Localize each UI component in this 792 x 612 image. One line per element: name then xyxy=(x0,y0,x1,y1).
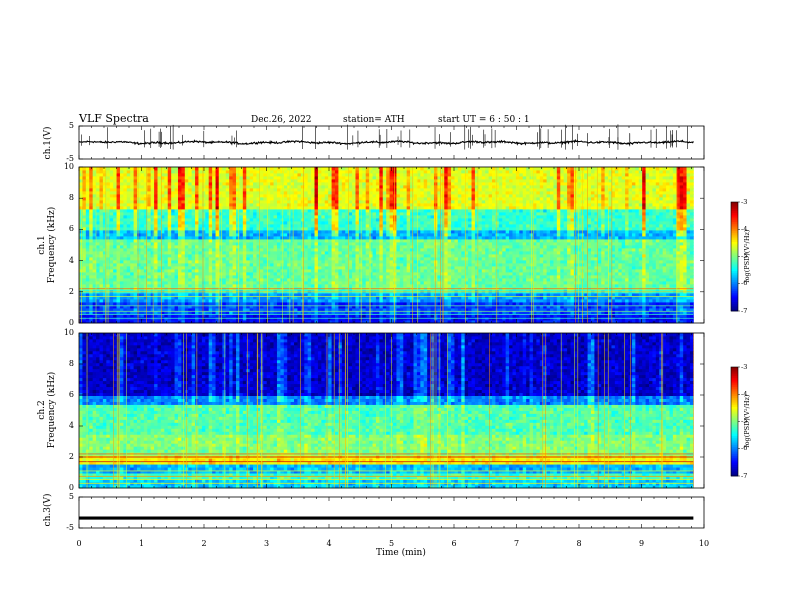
chart-title: VLF Spectra xyxy=(79,112,149,125)
x-tick-label: 8 xyxy=(576,539,582,548)
x-tick-label: 1 xyxy=(138,539,145,548)
ch1-spectrogram-panel xyxy=(78,166,705,324)
ch1-waveform-panel xyxy=(78,124,705,160)
x-tick-label: 6 xyxy=(451,539,457,548)
ch1-waveform-line xyxy=(78,138,694,146)
ch1-frequency-axis-label: Frequency (kHz) xyxy=(47,206,57,284)
ch3-y-tick-label: 5 xyxy=(68,492,74,501)
ch1-spectrogram-y-tick-label: 8 xyxy=(68,193,74,203)
x-tick-label: 9 xyxy=(638,539,645,548)
ch3-waveform-frame xyxy=(78,496,705,529)
ch3-waveform-panel xyxy=(78,496,705,529)
colorbar-ch1-tick-label: -5 xyxy=(741,252,748,260)
ch1-spectrogram-y-tick-label: 4 xyxy=(68,255,74,265)
ch1-spectrogram-y-tick-label: 10 xyxy=(63,162,74,171)
ch2-spectrogram-channel-label: ch.2 xyxy=(37,400,47,420)
ch2-spectrogram-panel xyxy=(78,332,705,489)
x-tick-label: 7 xyxy=(513,539,520,548)
ch1-y-tick-label: -5 xyxy=(66,154,74,163)
ch3-y-tick-label: -5 xyxy=(66,523,74,532)
ch1-spectrogram-y-tick-label: 6 xyxy=(68,224,74,234)
colorbar-ch2 xyxy=(730,366,740,477)
ch2-frequency-axis-label: Frequency (kHz) xyxy=(47,371,57,449)
ch1-y-tick-label: 5 xyxy=(68,121,74,130)
x-tick-label: 3 xyxy=(263,539,270,548)
ch2-spectrogram-y-tick-label: 8 xyxy=(68,359,74,368)
colorbar-ch2-tick-label: -6 xyxy=(741,444,748,453)
ch1-y-axis-label: ch.1(V) xyxy=(43,126,53,160)
ch1-spectrogram-channel-label: ch.1 xyxy=(37,235,47,255)
colorbar-ch1-tick-label: -6 xyxy=(741,279,748,288)
colorbar-ch2-tick-label: -3 xyxy=(741,362,748,371)
colorbar-ch1-tick-label: -7 xyxy=(741,306,748,315)
ch2-spectrogram-heatmap-cells xyxy=(79,333,694,489)
colorbar-ch1-tick-label: -3 xyxy=(741,197,748,206)
ch1-spectrogram-heatmap-cells xyxy=(79,167,694,324)
x-tick-label: 2 xyxy=(201,539,207,548)
ch2-spectrogram-y-tick-label: 10 xyxy=(63,328,74,337)
colorbar-ch2-tick-label: -4 xyxy=(741,389,748,398)
ch2-spectrogram-y-tick-label: 2 xyxy=(68,452,74,461)
ch1-spectrogram-y-tick-label: 2 xyxy=(68,286,74,296)
x-axis-label: Time (min) xyxy=(376,548,426,558)
ch2-spectrogram-y-tick-label: 6 xyxy=(68,390,74,399)
colorbar-ch2-tick-label: -5 xyxy=(741,417,748,425)
colorbar-ch1-tick-label: -4 xyxy=(741,224,748,233)
ch3-y-axis-label: ch.3(V) xyxy=(43,493,53,527)
ch1-spectrogram-y-tick-label: 0 xyxy=(68,318,74,327)
start-time-label: start UT = 6 : 50 : 1 xyxy=(438,115,530,125)
x-tick-label: 10 xyxy=(698,539,710,548)
ch2-spectrogram-y-tick-label: 4 xyxy=(68,421,74,430)
colorbar-ch2-tick-label: -7 xyxy=(741,471,748,480)
x-tick-label: 4 xyxy=(326,539,332,548)
colorbar-ch1 xyxy=(730,201,740,312)
station-label: station= ATH xyxy=(343,115,405,125)
x-tick-label: 0 xyxy=(76,539,82,548)
date-label: Dec.26, 2022 xyxy=(251,115,312,125)
x-tick-label: 5 xyxy=(388,539,395,548)
ch2-spectrogram-y-tick-label: 0 xyxy=(68,483,74,492)
